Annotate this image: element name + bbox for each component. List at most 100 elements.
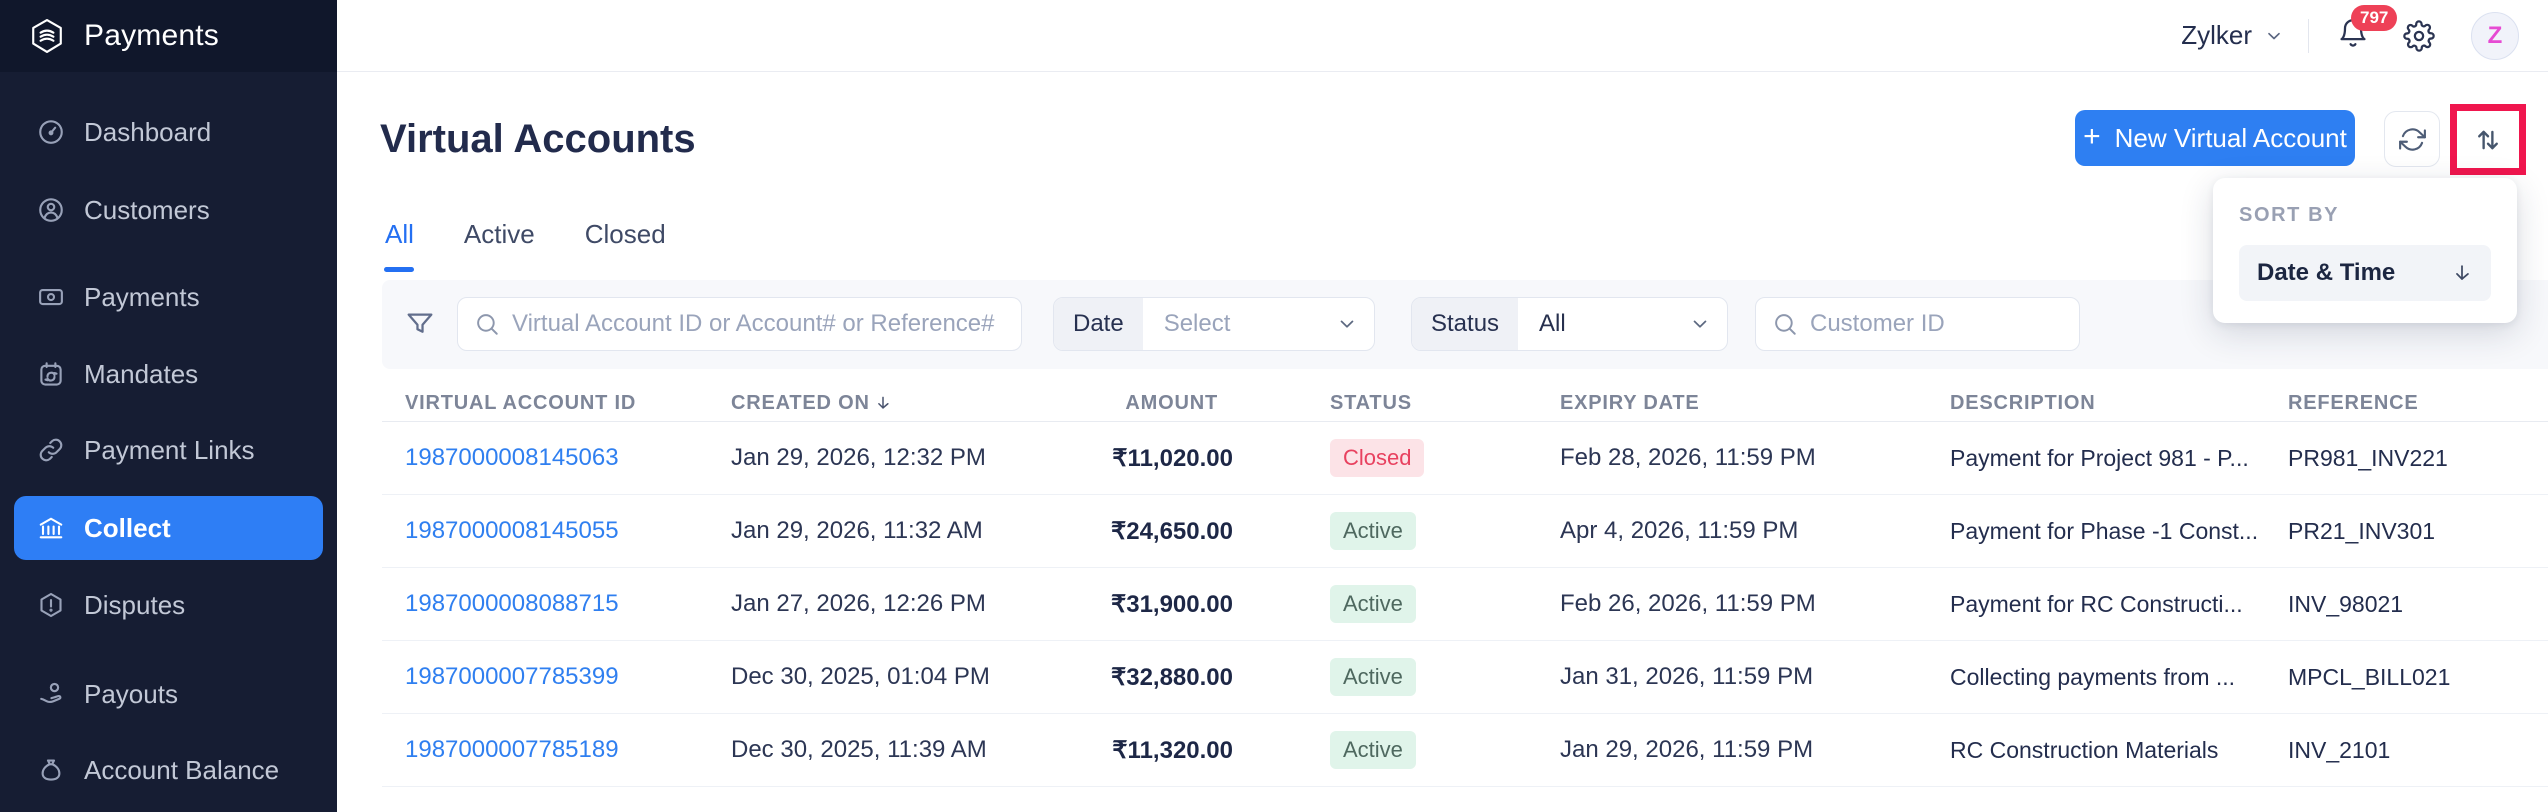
virtual-account-id-link[interactable]: 1987000007785399 (405, 663, 619, 690)
sidebar-item-label: Payments (84, 281, 200, 312)
customer-id-input[interactable] (1810, 310, 2063, 338)
description-cell: Collecting payments from ... (1950, 663, 2236, 690)
amount-cell: ₹31,900.00 (1110, 590, 1233, 618)
tab-active[interactable]: Active (463, 219, 535, 249)
org-name: Zylker (2181, 20, 2252, 50)
sort-button[interactable] (2457, 111, 2519, 168)
search-icon (1772, 311, 1798, 337)
plus-icon: + (2083, 120, 2101, 153)
notifications-button[interactable]: 797 (2337, 5, 2398, 54)
sidebar-item-label: Customers (84, 194, 210, 225)
status-cell: Active (1233, 658, 1558, 696)
payouts-icon (36, 679, 66, 709)
sort-option-date-time[interactable]: Date & Time (2239, 245, 2491, 301)
avatar-initial: Z (2487, 21, 2503, 49)
status-filter[interactable]: Status All (1411, 297, 1728, 351)
table-row: 1987000007785189 Dec 30, 2025, 11:39 AM ₹1… (382, 714, 2548, 787)
sidebar-item-label: Payouts (84, 678, 178, 709)
created-on-cell: Dec 30, 2025, 11:39 AM (731, 736, 987, 763)
status-badge: Active (1330, 512, 1416, 550)
sidebar-item-label: Payment Links (84, 434, 255, 465)
sidebar-item-account-balance[interactable]: Account Balance (14, 738, 323, 802)
sidebar-item-customers[interactable]: Customers (14, 178, 323, 242)
status-cell: Active (1233, 512, 1558, 550)
column-header-reference: REFERENCE (2288, 391, 2419, 414)
sidebar-item-disputes[interactable]: Disputes (14, 573, 323, 637)
sidebar-item-dashboard[interactable]: Dashboard (14, 100, 323, 164)
payments-logo-icon (28, 17, 66, 55)
description-cell: Payment for Project 981 - P... (1950, 444, 2249, 471)
sorted-desc-icon (874, 394, 892, 412)
tab-closed[interactable]: Closed (584, 219, 666, 249)
sidebar-item-payment-links[interactable]: Payment Links (14, 418, 323, 482)
column-header-amount: AMOUNT (1125, 391, 1218, 414)
table-row: 1987000007785399 Dec 30, 2025, 01:04 PM ₹3… (382, 641, 2548, 714)
virtual-account-id-link[interactable]: 1987000008145055 (405, 517, 619, 544)
sidebar-item-collect[interactable]: Collect (14, 496, 323, 560)
settings-button[interactable] (2403, 19, 2435, 52)
search-input[interactable] (512, 310, 1005, 338)
customers-icon (36, 195, 66, 225)
table-row: 1987000008088715 Jan 27, 2026, 12:26 PM ₹3… (382, 568, 2548, 641)
sidebar-item-mandates[interactable]: Mandates (14, 342, 323, 406)
created-on-cell: Jan 27, 2026, 12:26 PM (731, 590, 986, 617)
created-on-cell: Jan 29, 2026, 11:32 AM (731, 517, 983, 544)
collect-icon (36, 513, 66, 543)
filter-funnel-icon[interactable] (404, 308, 436, 340)
filter-bar: Date Select Status All (382, 280, 2548, 369)
column-header-id: VIRTUAL ACCOUNT ID (405, 391, 637, 414)
sidebar-item-label: Collect (84, 512, 171, 543)
sidebar-item-label: Dashboard (84, 116, 212, 147)
brand-label: Payments (84, 19, 219, 52)
org-switcher[interactable]: Zylker (2181, 20, 2284, 51)
amount-cell: ₹11,020.00 (1112, 444, 1233, 472)
disputes-icon (36, 590, 66, 620)
sidebar-nav: Dashboard Customers Payments Mandates Paymen… (0, 100, 337, 802)
avatar[interactable]: Z (2471, 11, 2519, 60)
virtual-account-search (457, 297, 1022, 351)
virtual-account-id-link[interactable]: 1987000008145063 (405, 444, 619, 471)
table-row: 1987000008145063 Jan 29, 2026, 12:32 PM ₹1… (382, 422, 2548, 495)
expiry-date-cell: Jan 31, 2026, 11:59 PM (1560, 663, 1814, 690)
status-cell: Active (1233, 731, 1558, 769)
virtual-account-id-link[interactable]: 1987000008088715 (405, 590, 619, 617)
reference-cell: MPCL_BILL021 (2288, 663, 2451, 690)
notification-count-badge: 797 (2351, 5, 2398, 31)
account-balance-icon (36, 755, 66, 785)
topbar: Zylker 797 Z (337, 0, 2548, 72)
expiry-date-cell: Feb 26, 2026, 11:59 PM (1560, 590, 1816, 617)
sidebar-item-payouts[interactable]: Payouts (14, 662, 323, 726)
amount-cell: ₹11,320.00 (1112, 736, 1233, 764)
tab-bar: All Active Closed (384, 219, 666, 272)
sort-popup: SORT BY Date & Time (2213, 178, 2517, 323)
page-title: Virtual Accounts (380, 117, 696, 161)
customer-id-search (1755, 297, 2080, 351)
virtual-accounts-table: VIRTUAL ACCOUNT ID CREATED ON AMOUNT STATUS… (382, 385, 2548, 787)
reference-cell: INV_2101 (2288, 736, 2391, 763)
expiry-date-cell: Feb 28, 2026, 11:59 PM (1560, 444, 1816, 471)
column-header-created: CREATED ON (731, 392, 1051, 415)
status-badge: Active (1330, 585, 1416, 623)
sidebar-item-payments[interactable]: Payments (14, 265, 323, 329)
description-cell: RC Construction Materials (1950, 736, 2219, 763)
date-filter-label: Date (1054, 298, 1143, 350)
payments-icon (36, 282, 66, 312)
refresh-icon (2398, 126, 2426, 153)
status-badge: Closed (1330, 439, 1425, 477)
status-cell: Closed (1233, 439, 1558, 477)
payment-links-icon (36, 435, 66, 465)
new-virtual-account-button[interactable]: + New Virtual Account (2075, 110, 2355, 166)
chevron-down-icon (1689, 298, 1727, 350)
refresh-button[interactable] (2384, 111, 2440, 167)
table-body: 1987000008145063 Jan 29, 2026, 12:32 PM ₹1… (382, 422, 2548, 787)
reference-cell: PR21_INV301 (2288, 517, 2436, 544)
sidebar-item-label: Disputes (84, 589, 186, 620)
status-badge: Active (1330, 658, 1416, 696)
tab-all[interactable]: All (384, 219, 414, 272)
date-filter[interactable]: Date Select (1053, 297, 1375, 351)
chevron-down-icon (1336, 298, 1374, 350)
virtual-account-id-link[interactable]: 1987000007785189 (405, 736, 619, 763)
reference-cell: PR981_INV221 (2288, 444, 2448, 471)
status-badge: Active (1330, 731, 1416, 769)
topbar-divider (2308, 18, 2309, 53)
